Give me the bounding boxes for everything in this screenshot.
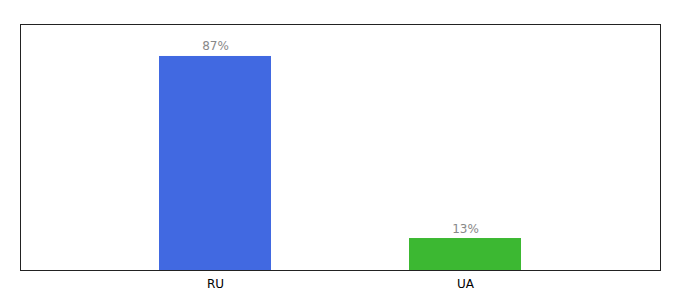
svg-text:13%: 13%	[452, 222, 479, 236]
svg-text:RU: RU	[207, 277, 224, 291]
svg-text:UA: UA	[457, 277, 475, 291]
svg-text:87%: 87%	[202, 39, 229, 53]
